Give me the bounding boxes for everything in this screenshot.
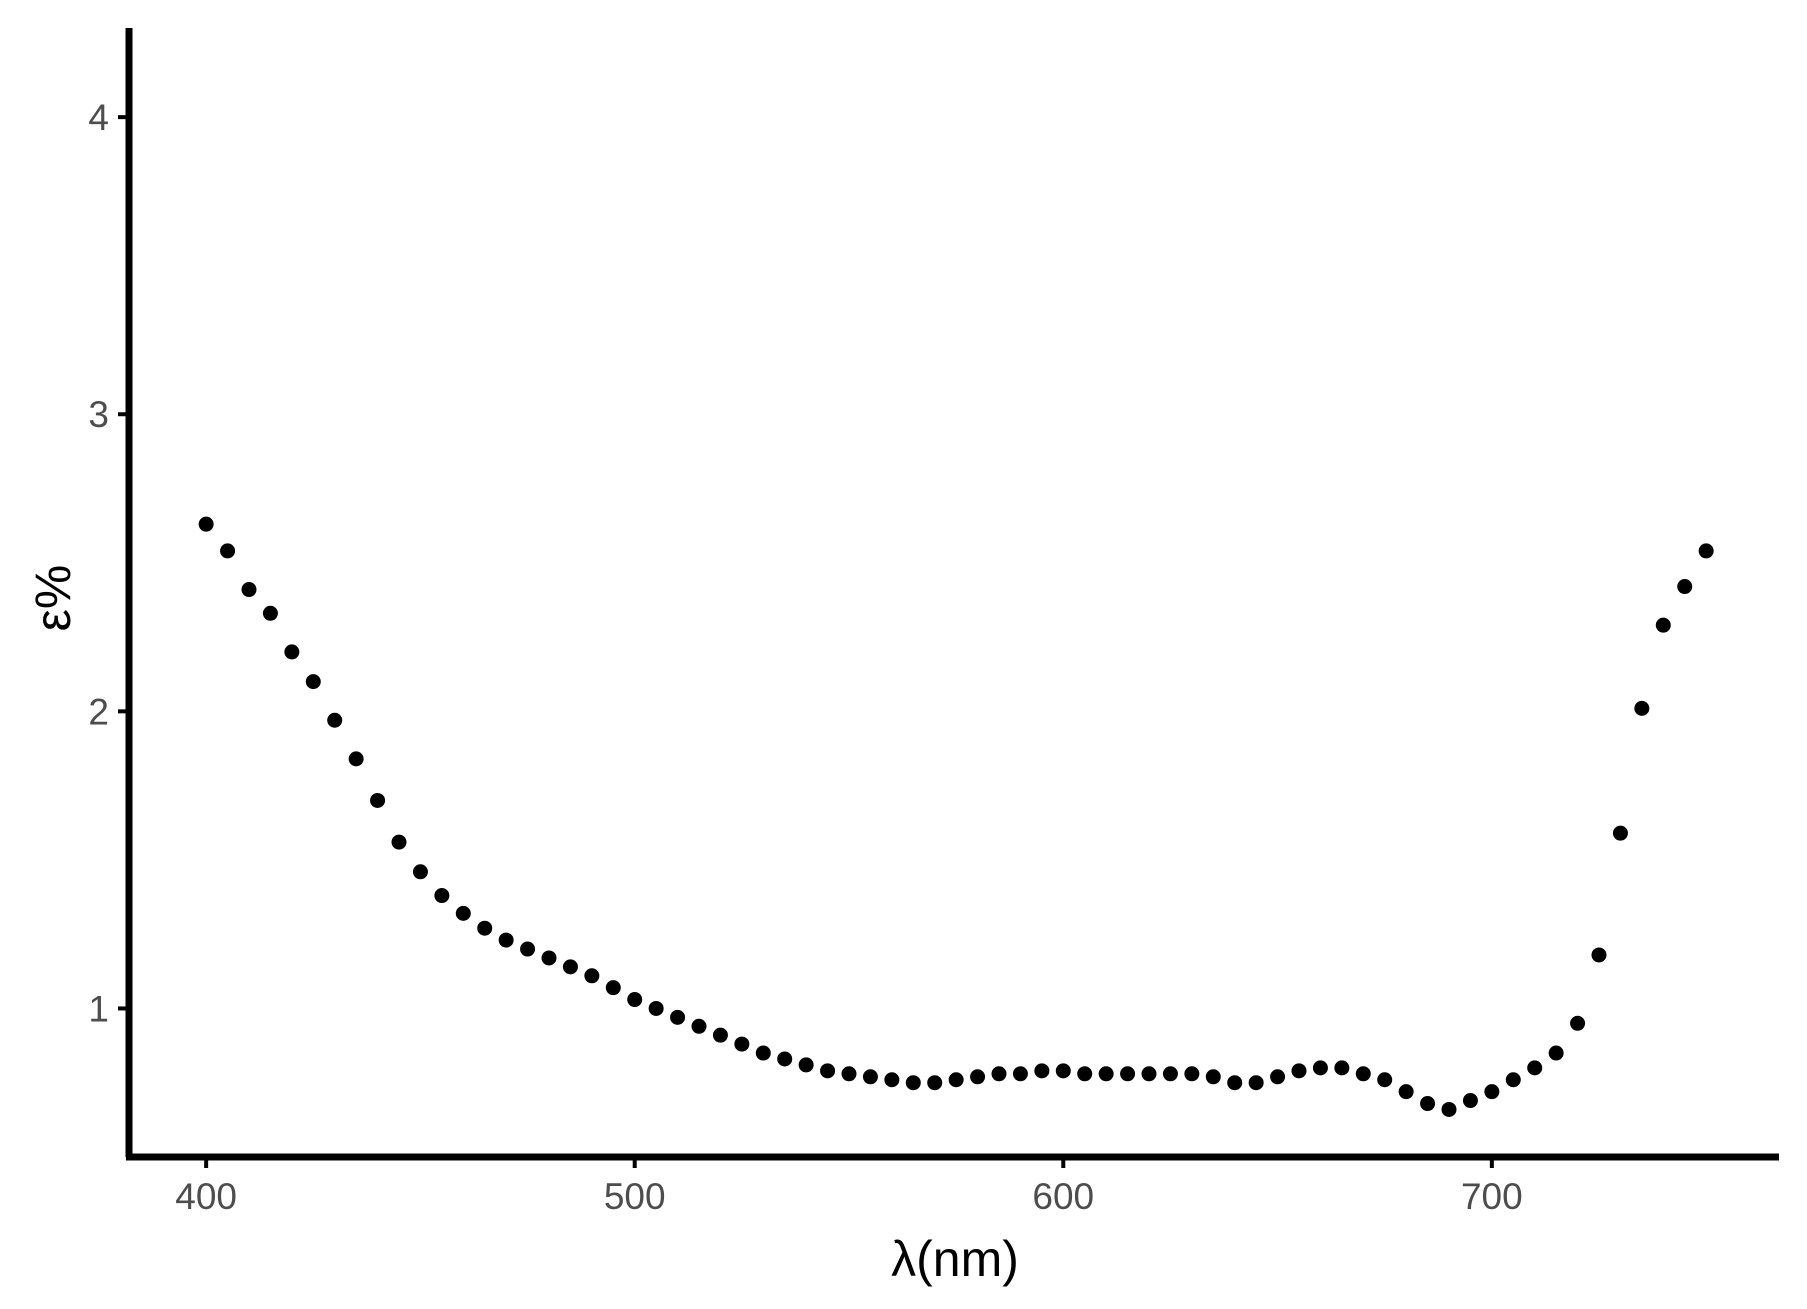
data-point bbox=[455, 905, 471, 921]
x-tick-label: 600 bbox=[1032, 1176, 1094, 1217]
x-tick-label: 500 bbox=[604, 1176, 666, 1217]
data-point bbox=[1055, 1063, 1071, 1079]
data-point bbox=[498, 932, 514, 948]
data-point bbox=[905, 1075, 921, 1091]
data-point bbox=[520, 941, 536, 957]
data-point bbox=[584, 968, 600, 984]
data-point bbox=[691, 1018, 707, 1034]
data-point bbox=[477, 920, 493, 936]
data-point bbox=[1612, 825, 1628, 841]
data-point bbox=[1034, 1063, 1050, 1079]
data-point bbox=[434, 888, 450, 904]
data-point bbox=[1291, 1063, 1307, 1079]
data-point bbox=[605, 980, 621, 996]
data-point bbox=[562, 959, 578, 975]
data-point bbox=[670, 1009, 686, 1025]
x-tick-label: 400 bbox=[175, 1176, 237, 1217]
data-point bbox=[798, 1057, 814, 1073]
data-point bbox=[1377, 1072, 1393, 1088]
data-point bbox=[1505, 1072, 1521, 1088]
data-point bbox=[1205, 1069, 1221, 1085]
data-point bbox=[1270, 1069, 1286, 1085]
data-point bbox=[1441, 1101, 1457, 1117]
data-point bbox=[627, 992, 643, 1008]
data-point bbox=[841, 1066, 857, 1082]
y-tick-label: 3 bbox=[88, 394, 109, 435]
data-point bbox=[1398, 1084, 1414, 1100]
data-point bbox=[1698, 543, 1714, 559]
data-point bbox=[284, 644, 300, 660]
data-point bbox=[1634, 700, 1650, 716]
y-tick-label: 1 bbox=[88, 988, 109, 1029]
x-tick-label: 700 bbox=[1461, 1176, 1523, 1217]
data-point bbox=[712, 1027, 728, 1043]
data-point bbox=[1098, 1066, 1114, 1082]
data-point bbox=[991, 1066, 1007, 1082]
data-point bbox=[391, 834, 407, 850]
data-point bbox=[734, 1036, 750, 1052]
y-tick-label: 2 bbox=[88, 691, 109, 732]
data-point bbox=[1120, 1066, 1136, 1082]
data-point bbox=[1227, 1075, 1243, 1091]
data-point bbox=[1570, 1015, 1586, 1031]
y-tick-label: 4 bbox=[88, 97, 109, 138]
data-point bbox=[412, 864, 428, 880]
data-point bbox=[777, 1051, 793, 1067]
data-point bbox=[1141, 1066, 1157, 1082]
data-point bbox=[1355, 1066, 1371, 1082]
data-point bbox=[1162, 1066, 1178, 1082]
data-point bbox=[884, 1072, 900, 1088]
data-point bbox=[1548, 1045, 1564, 1061]
data-point bbox=[1248, 1075, 1264, 1091]
data-point bbox=[1312, 1060, 1328, 1076]
data-point bbox=[755, 1045, 771, 1061]
data-point bbox=[198, 516, 214, 532]
data-point bbox=[820, 1063, 836, 1079]
data-point bbox=[1420, 1096, 1436, 1112]
data-point bbox=[948, 1072, 964, 1088]
data-point bbox=[1484, 1084, 1500, 1100]
data-point bbox=[541, 950, 557, 966]
data-point bbox=[648, 1000, 664, 1016]
data-point bbox=[862, 1069, 878, 1085]
data-point bbox=[305, 674, 321, 690]
x-axis-title: λ(nm) bbox=[891, 1231, 1019, 1287]
data-point bbox=[970, 1069, 986, 1085]
data-point bbox=[370, 792, 386, 808]
data-point bbox=[1677, 579, 1693, 595]
data-point bbox=[1527, 1060, 1543, 1076]
data-point bbox=[1462, 1093, 1478, 1109]
data-point bbox=[1591, 947, 1607, 963]
data-point bbox=[1184, 1066, 1200, 1082]
data-point bbox=[348, 751, 364, 767]
data-points bbox=[198, 516, 1714, 1117]
data-point bbox=[1655, 617, 1671, 633]
data-point bbox=[1077, 1066, 1093, 1082]
y-axis-title: ε% bbox=[25, 565, 81, 632]
data-point bbox=[927, 1075, 943, 1091]
data-point bbox=[262, 605, 278, 621]
axis-ticks: 400 500 600 700 1 2 3 4 bbox=[88, 97, 1522, 1217]
data-point bbox=[220, 543, 236, 559]
data-point bbox=[241, 582, 257, 598]
data-point bbox=[1012, 1066, 1028, 1082]
data-point bbox=[327, 712, 343, 728]
data-point bbox=[1334, 1060, 1350, 1076]
